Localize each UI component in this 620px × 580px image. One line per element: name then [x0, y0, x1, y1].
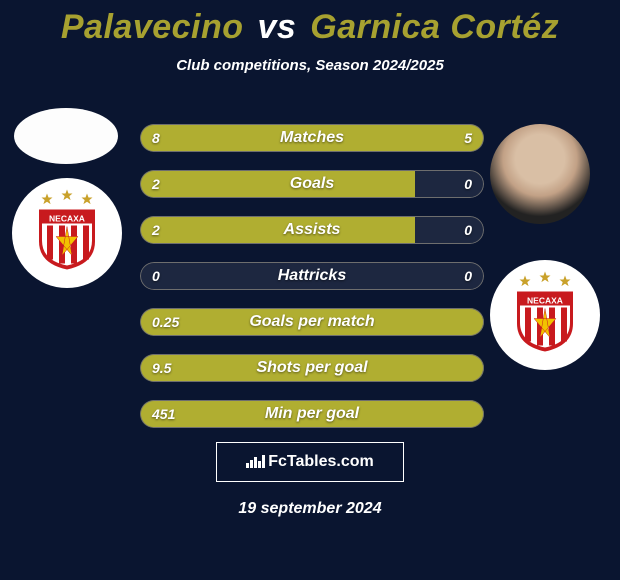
stat-label: Shots per goal — [140, 354, 484, 382]
player1-name: Palavecino — [61, 8, 244, 46]
watermark-text: FcTables.com — [268, 453, 374, 470]
watermark: FcTables.com — [216, 442, 404, 482]
stat-row: 2 Assists 0 — [140, 216, 484, 244]
stat-label: Hattricks — [140, 262, 484, 290]
stat-label: Assists — [140, 216, 484, 244]
stat-label: Matches — [140, 124, 484, 152]
player2-name: Garnica Cortéz — [310, 8, 559, 46]
crest-text: NECAXA — [49, 214, 85, 224]
crest-stars — [42, 190, 93, 205]
player1-photo — [14, 108, 118, 164]
page-title: Palavecino vs Garnica Cortéz — [0, 0, 620, 47]
player2-photo — [490, 124, 590, 224]
stat-row: 2 Goals 0 — [140, 170, 484, 198]
stat-label: Goals per match — [140, 308, 484, 336]
stat-right-value: 0 — [464, 170, 472, 198]
stat-right-value: 5 — [464, 124, 472, 152]
stat-row: 9.5 Shots per goal — [140, 354, 484, 382]
necaxa-crest-icon: NECAXA — [24, 188, 110, 279]
stat-label: Goals — [140, 170, 484, 198]
date-text: 19 september 2024 — [0, 500, 620, 518]
stat-right-value: 0 — [464, 216, 472, 244]
player2-club-crest: NECAXA — [490, 260, 600, 370]
stat-row: 0 Hattricks 0 — [140, 262, 484, 290]
stat-row: 0.25 Goals per match — [140, 308, 484, 336]
fctables-icon — [246, 454, 266, 468]
subtitle: Club competitions, Season 2024/2025 — [0, 57, 620, 74]
stat-row: 451 Min per goal — [140, 400, 484, 428]
player1-club-crest: NECAXA — [12, 178, 122, 288]
necaxa-crest-icon: NECAXA — [502, 270, 588, 361]
stat-row: 8 Matches 5 — [140, 124, 484, 152]
comparison-card: Palavecino vs Garnica Cortéz Club compet… — [0, 0, 620, 580]
stat-label: Min per goal — [140, 400, 484, 428]
stats-bars: 8 Matches 5 2 Goals 0 2 Assists 0 0 Hatt… — [140, 124, 484, 446]
svg-text:NECAXA: NECAXA — [527, 296, 563, 306]
stat-right-value: 0 — [464, 262, 472, 290]
vs-text: vs — [257, 8, 296, 46]
